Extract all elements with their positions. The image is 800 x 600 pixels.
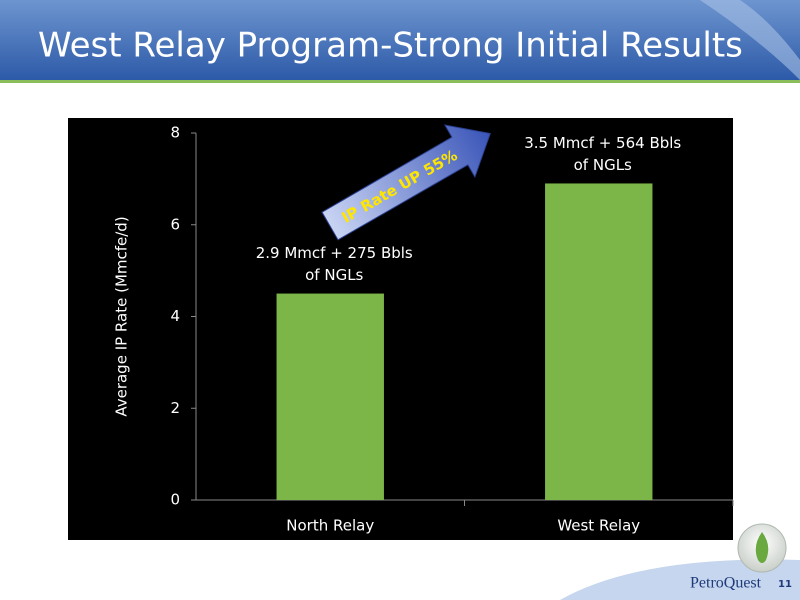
annotation: 3.5 Mmcf + 564 Bbls [524, 134, 681, 152]
title-band [0, 0, 800, 80]
y-tick-label: 0 [170, 491, 180, 509]
callout-arrow [321, 124, 491, 241]
title-rule [0, 80, 800, 83]
footer-swoosh [560, 559, 800, 600]
brand: PetroQuest [690, 575, 762, 592]
swoosh [700, 0, 800, 80]
bar [545, 183, 653, 500]
y-tick-label: 2 [170, 399, 180, 417]
x-tick-label: West Relay [557, 517, 640, 535]
plot: 0 2 4 6 8 Average IP Rate (Mmcfe/d) North Rela… [113, 124, 734, 535]
annotation: of NGLs [574, 156, 632, 174]
bar [276, 293, 384, 500]
y-tick-label: 6 [170, 215, 180, 233]
annotation: of NGLs [305, 266, 363, 284]
logo-flame [755, 532, 769, 563]
x-tick-label: North Relay [286, 517, 374, 535]
annotation: 2.9 Mmcf + 275 Bbls [256, 244, 413, 262]
y-tick-label: 8 [170, 124, 180, 142]
y-tick-label: 4 [170, 307, 180, 325]
slide-title: West Relay Program-Strong Initial Result… [38, 26, 743, 66]
y-axis-label: Average IP Rate (Mmcfe/d) [113, 216, 131, 416]
page-number: 11 [778, 579, 792, 590]
